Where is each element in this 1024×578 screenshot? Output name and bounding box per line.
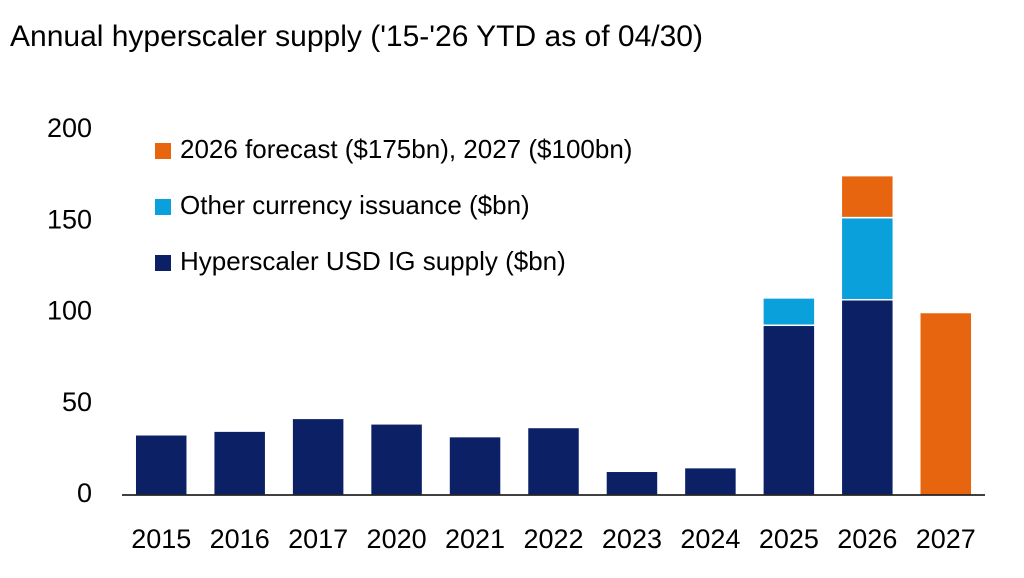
bar-segment [762,297,816,327]
x-tick-label: 2016 [210,524,270,554]
y-tick-label: 0 [77,478,92,508]
legend-label: Other currency issuance ($bn) [180,190,530,220]
bar-segment [683,466,738,496]
legend-swatch [155,199,171,215]
bar-segment [291,417,345,496]
x-tick-label: 2025 [759,524,819,554]
x-tick-label: 2026 [837,524,897,554]
bar-segment [212,430,267,496]
bar-segment [840,216,895,301]
chart-title: Annual hyperscaler supply ('15-'26 YTD a… [10,20,703,53]
legend-label: 2026 forecast ($175bn), 2027 ($100bn) [180,134,632,164]
x-tick-label: 2017 [288,524,348,554]
bar-segment [448,435,502,496]
bar-segment [134,434,188,496]
x-tick-label: 2024 [680,524,740,554]
bar-segment [369,423,424,496]
bar-segment [840,174,895,219]
y-tick-label: 200 [47,113,92,143]
x-tick-label: 2015 [131,524,191,554]
x-tick-label: 2021 [445,524,505,554]
x-tick-label: 2023 [602,524,662,554]
bar-segment [919,311,973,496]
x-tick-label: 2027 [916,524,976,554]
legend-swatch [155,255,171,271]
x-tick-label: 2022 [523,524,583,554]
y-tick-label: 50 [62,387,92,417]
bar-segment [605,470,659,496]
x-tick-label: 2020 [367,524,427,554]
y-tick-label: 100 [47,296,92,326]
bar-segment [762,324,816,496]
bar-segment [526,426,581,496]
y-tick-label: 150 [47,204,92,234]
legend-label: Hyperscaler USD IG supply ($bn) [180,246,566,276]
legend-swatch [155,143,171,159]
bar-segment [840,298,895,496]
